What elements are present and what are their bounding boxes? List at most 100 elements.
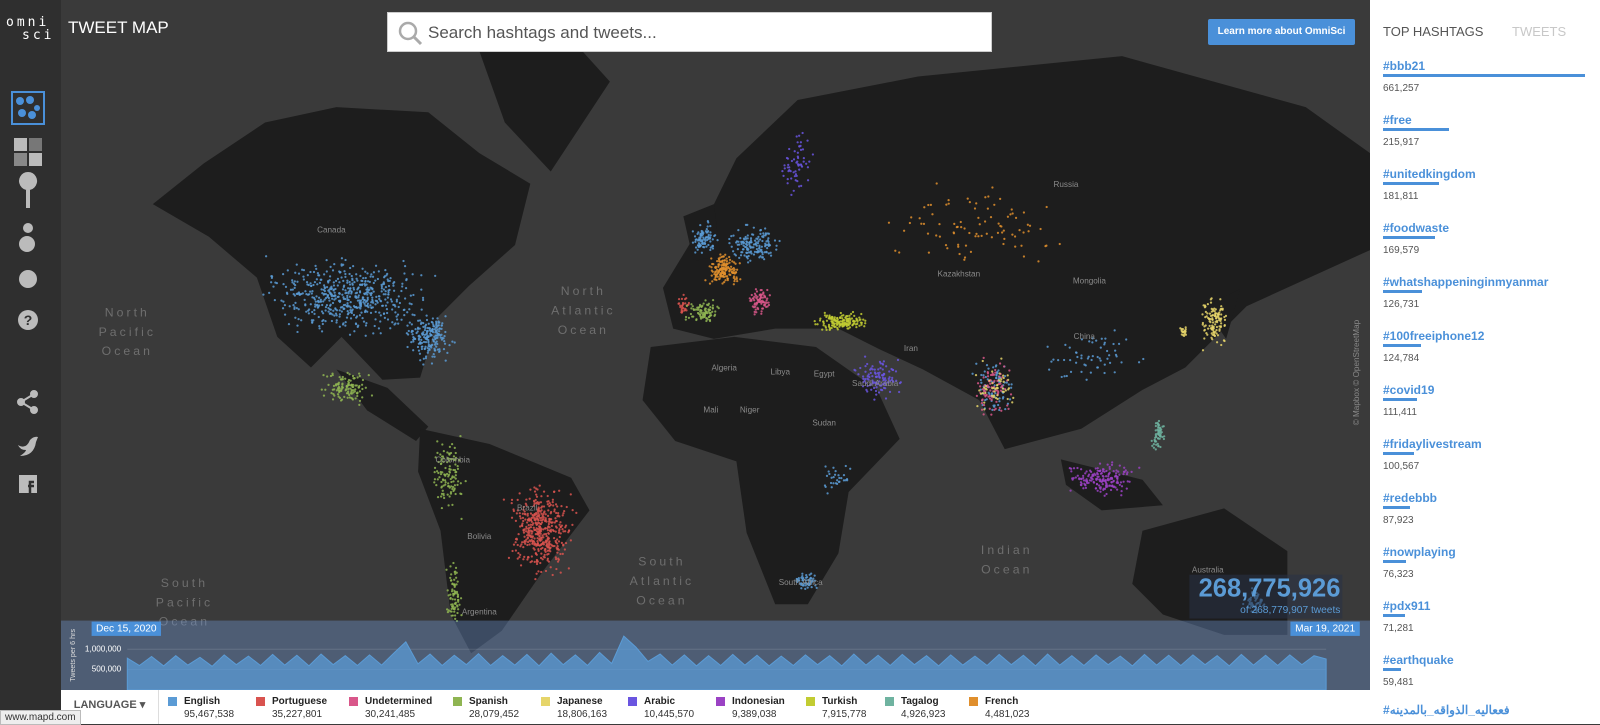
tweet-dot [833, 473, 837, 476]
twitter-icon[interactable] [18, 436, 38, 456]
tweet-dot [866, 390, 869, 393]
globe-icon[interactable] [19, 270, 37, 288]
search-box[interactable]: Search hashtags and tweets... [387, 12, 992, 52]
hashtag[interactable]: #bbb21 [1383, 59, 1426, 73]
tweet-dot [338, 309, 341, 312]
legend-swatch [628, 697, 637, 706]
logo[interactable]: omni sci [6, 16, 54, 42]
tweet-dot [964, 244, 968, 247]
tweet-dot [860, 323, 863, 326]
tweet-dot [761, 256, 764, 259]
tweet-dot [522, 505, 525, 509]
tweet-dot [454, 477, 457, 480]
tweet-dot [353, 390, 356, 393]
tweet-dot [424, 341, 428, 344]
hashtag-bar [1383, 236, 1435, 239]
learn-more-button[interactable]: Learn more about OmniSci [1208, 19, 1355, 45]
tweet-dot [520, 543, 523, 546]
dots-view-icon[interactable] [11, 91, 45, 125]
tweet-dot [1113, 371, 1116, 374]
tweet-dot [720, 255, 723, 258]
tweet-dot [1102, 475, 1105, 478]
tweet-dot [323, 287, 327, 290]
tab-tweets[interactable]: TWEETS [1512, 24, 1567, 39]
tweet-dot [377, 327, 381, 330]
tweet-dot [343, 395, 346, 398]
tweet-dot [1087, 473, 1091, 476]
tweet-dot [442, 460, 445, 463]
tweet-dot [349, 287, 352, 290]
end-date: Mar 19, 2021 [1295, 623, 1355, 634]
tweet-dot [519, 564, 523, 567]
tweet-dot [408, 308, 411, 311]
help-icon[interactable]: ? [18, 310, 38, 330]
tweet-dot [558, 528, 561, 531]
tweet-dot [763, 258, 766, 261]
facebook-icon[interactable] [19, 475, 37, 493]
tweet-dot [715, 270, 718, 273]
tweet-dot [1079, 477, 1083, 480]
tweet-dot [1069, 358, 1072, 362]
tweet-dot [403, 308, 406, 311]
tweet-dot [530, 516, 533, 520]
hashtag[interactable]: #fridaylivestream [1383, 437, 1482, 451]
tweet-dot [434, 274, 437, 277]
person-icon[interactable] [19, 223, 35, 252]
tweet-dot [321, 322, 324, 326]
tweet-dot [990, 236, 993, 239]
tweet-dot [424, 357, 428, 360]
pin-icon[interactable] [19, 172, 38, 208]
tweet-dot [989, 216, 993, 219]
tweet-dot [324, 306, 328, 309]
tweet-dot [973, 207, 977, 210]
tweet-dot [351, 308, 354, 311]
tweet-dot [345, 305, 348, 308]
tweet-dot [328, 304, 332, 307]
share-icon[interactable] [17, 390, 38, 414]
tweet-dot [986, 378, 989, 381]
hashtag[interactable]: #redebbb [1383, 491, 1438, 505]
hashtag[interactable]: #فععاليه_الذواقه_بالمدينه [1383, 703, 1510, 717]
tweet-dot [531, 523, 534, 526]
tweet-dot [529, 512, 533, 515]
tweet-dot [563, 510, 566, 513]
legend-swatch [256, 697, 265, 706]
hashtag[interactable]: #unitedkingdom [1383, 167, 1476, 181]
tweet-dot [335, 319, 338, 322]
tweet-dot [1126, 471, 1129, 474]
tweet-dot [323, 292, 326, 296]
tweet-dot [450, 485, 453, 488]
tweet-dot [751, 305, 754, 308]
hashtag[interactable]: #nowplaying [1383, 545, 1456, 559]
tweet-dot [315, 295, 318, 298]
tweet-dot [296, 280, 299, 283]
tweet-dot [1218, 311, 1221, 314]
language-dropdown[interactable]: LANGUAGE ▾ [61, 690, 159, 724]
hashtag[interactable]: #covid19 [1383, 383, 1435, 397]
tweet-dot [1088, 469, 1092, 472]
hashtag[interactable]: #earthquake [1383, 653, 1454, 667]
hashtag[interactable]: #pdx911 [1383, 599, 1431, 613]
tweet-dot [382, 312, 386, 315]
tweet-dot [554, 517, 557, 520]
tweet-dot [1214, 314, 1217, 317]
tweet-dot [1006, 404, 1009, 407]
tweet-dot [355, 277, 358, 280]
map[interactable]: CanadaRussiaKazakhstanMongoliaChinaIranA… [61, 0, 1370, 690]
heatmap-view-icon[interactable] [14, 138, 42, 166]
hashtag[interactable]: #whatshappeninginmyanmar [1383, 275, 1549, 289]
hashtag[interactable]: #free [1383, 113, 1412, 127]
tweet-dot [391, 321, 394, 324]
tweet-dot [543, 556, 546, 559]
hashtag[interactable]: #100freeiphone12 [1383, 329, 1485, 343]
hashtag[interactable]: #foodwaste [1383, 221, 1450, 235]
tweet-dot [376, 277, 380, 281]
tweet-dot [310, 292, 313, 295]
tab-top-hashtags[interactable]: TOP HASHTAGS [1383, 24, 1484, 39]
tweet-dot [1115, 472, 1118, 475]
tweet-dot [547, 509, 550, 512]
tweet-dot [305, 292, 308, 296]
timeline[interactable]: Dec 15, 2020 Mar 19, 2021 Tweets per 6 h… [61, 620, 1370, 690]
tweet-dot [335, 309, 339, 312]
tweet-dot [398, 301, 402, 305]
